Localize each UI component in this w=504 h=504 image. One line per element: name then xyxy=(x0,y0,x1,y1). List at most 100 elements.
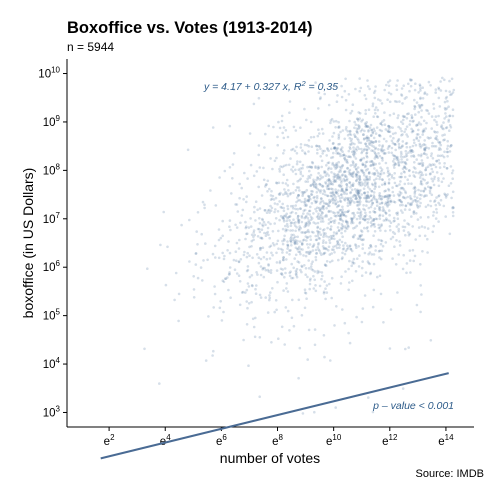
scatter-point xyxy=(359,200,362,204)
scatter-point xyxy=(438,203,442,207)
scatter-point xyxy=(284,271,287,275)
scatter-point xyxy=(421,144,424,147)
scatter-point xyxy=(370,198,374,202)
scatter-point xyxy=(349,247,353,251)
scatter-point xyxy=(435,207,438,211)
scatter-point xyxy=(419,123,423,126)
scatter-point xyxy=(341,248,345,251)
scatter-point xyxy=(317,144,321,148)
scatter-point xyxy=(285,222,289,226)
scatter-point xyxy=(247,226,251,229)
scatter-point xyxy=(351,217,354,220)
scatter-point xyxy=(399,203,402,207)
scatter-point xyxy=(333,194,336,197)
scatter-point xyxy=(322,239,325,242)
scatter-point xyxy=(278,261,282,265)
y-tick-exponent: 7 xyxy=(56,211,61,220)
scatter-point xyxy=(335,100,339,103)
scatter-point xyxy=(302,191,305,194)
scatter-point xyxy=(391,132,395,136)
scatter-point xyxy=(402,253,406,257)
scatter-point xyxy=(397,194,401,198)
scatter-point xyxy=(398,199,402,202)
scatter-point xyxy=(326,194,329,198)
scatter-point xyxy=(341,219,345,223)
scatter-point xyxy=(414,171,418,174)
scatter-point xyxy=(374,146,378,150)
scatter-point xyxy=(288,111,291,114)
scatter-point xyxy=(188,218,191,222)
scatter-point xyxy=(365,151,369,155)
scatter-point xyxy=(305,203,308,207)
scatter-point xyxy=(388,196,391,200)
scatter-point xyxy=(279,247,283,251)
scatter-point xyxy=(364,161,368,164)
scatter-point xyxy=(419,173,423,177)
scatter-point xyxy=(353,120,357,124)
scatter-point xyxy=(419,263,422,266)
scatter-point xyxy=(257,185,261,189)
scatter-point xyxy=(388,347,392,350)
scatter-point xyxy=(276,239,280,243)
scatter-point xyxy=(357,171,360,174)
scatter-point xyxy=(359,229,363,232)
scatter-point xyxy=(372,218,376,221)
scatter-point xyxy=(299,226,303,230)
scatter-point xyxy=(264,223,267,226)
scatter-point xyxy=(398,193,402,196)
scatter-point xyxy=(357,194,361,198)
scatter-point xyxy=(356,237,360,240)
scatter-point xyxy=(348,136,352,140)
scatter-point xyxy=(273,159,277,163)
scatter-point xyxy=(298,198,302,202)
y-tick-label: 107 xyxy=(43,211,61,226)
scatter-point xyxy=(345,179,349,182)
scatter-point xyxy=(283,343,287,346)
scatter-point xyxy=(252,231,255,234)
scatter-point xyxy=(444,89,448,93)
scatter-point xyxy=(443,192,446,196)
scatter-point xyxy=(415,137,419,141)
scatter-point xyxy=(347,225,350,228)
scatter-point xyxy=(245,255,249,259)
scatter-point xyxy=(251,317,255,321)
scatter-point xyxy=(402,84,406,87)
scatter-point xyxy=(379,172,383,176)
scatter-point xyxy=(300,243,304,246)
scatter-point xyxy=(322,334,326,337)
scatter-point xyxy=(331,196,335,199)
scatter-point xyxy=(424,168,428,172)
scatter-point xyxy=(410,78,414,82)
y-tick-exponent: 8 xyxy=(56,162,61,171)
scatter-point xyxy=(400,175,404,179)
scatter-point xyxy=(329,182,333,186)
scatter-point xyxy=(320,271,324,274)
scatter-point xyxy=(264,132,267,136)
scatter-point xyxy=(326,161,330,165)
scatter-point xyxy=(438,146,441,150)
scatter-point xyxy=(451,177,455,180)
scatter-point xyxy=(363,129,366,133)
scatter-point xyxy=(348,201,352,205)
scatter-point xyxy=(429,199,432,203)
scatter-point xyxy=(367,246,371,250)
scatter-point xyxy=(333,165,336,168)
scatter-point xyxy=(354,123,358,126)
scatter-point xyxy=(329,216,333,220)
scatter-point xyxy=(297,261,301,264)
scatter-point xyxy=(355,200,359,203)
scatter-point xyxy=(356,190,360,193)
scatter-point xyxy=(322,207,325,211)
scatter-point xyxy=(337,135,341,139)
scatter-point xyxy=(439,80,442,83)
scatter-point xyxy=(390,176,394,179)
scatter-point xyxy=(269,204,272,208)
scatter-point xyxy=(432,107,436,110)
scatter-point xyxy=(363,181,367,184)
scatter-point xyxy=(211,252,215,256)
scatter-point xyxy=(322,291,326,295)
scatter-point xyxy=(164,283,168,287)
scatter-point xyxy=(417,171,421,175)
scatter-point xyxy=(334,180,338,183)
scatter-point xyxy=(320,213,323,216)
